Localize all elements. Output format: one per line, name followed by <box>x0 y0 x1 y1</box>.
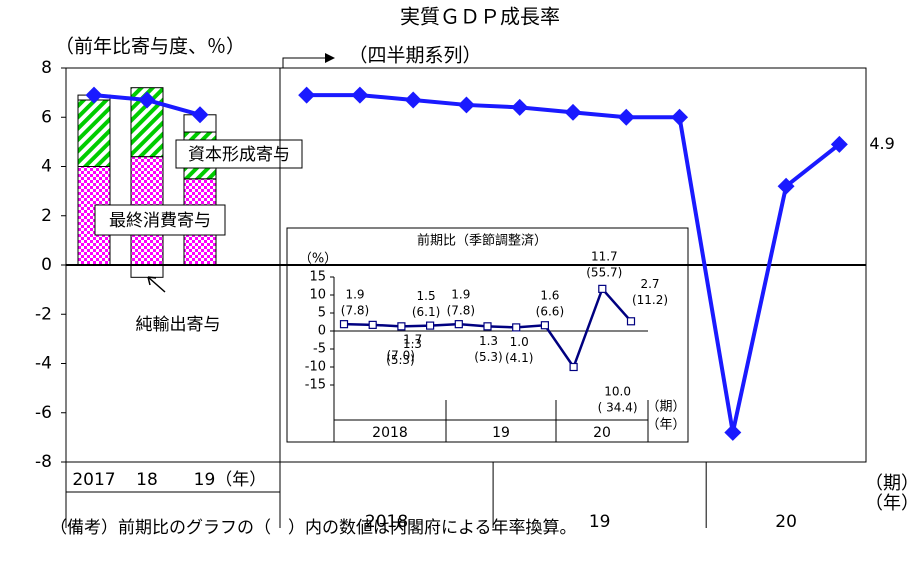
marker <box>457 96 475 114</box>
marker <box>298 86 316 104</box>
marker <box>671 108 689 126</box>
y-tick-label: 6 <box>41 107 52 127</box>
marker <box>512 323 521 332</box>
x-group-label: 2018 <box>365 512 408 532</box>
bar-segment <box>77 99 111 167</box>
x-unit-label: （期） <box>646 400 685 415</box>
marker <box>830 135 848 153</box>
annualized-label: (5.3) <box>386 353 414 367</box>
x-tick-label: 18 <box>136 470 158 490</box>
x-unit-label: （年） <box>865 493 919 514</box>
marker <box>426 321 435 330</box>
y-tick-label: -2 <box>35 304 52 324</box>
annualized-label: (4.1) <box>505 351 533 365</box>
y-tick-label: -6 <box>35 403 52 423</box>
data-label: 2.7 <box>640 277 659 291</box>
x-unit-label: （期） <box>865 473 919 494</box>
data-label: 1.9 <box>345 288 364 302</box>
y-tick-label: 8 <box>41 58 52 78</box>
legend-label: 資本形成寄与 <box>188 145 290 165</box>
x-group-label: 20 <box>775 512 797 532</box>
marker <box>454 320 463 329</box>
y-axis-label: （前年比寄与度、％） <box>55 36 245 58</box>
y-tick-label: 0 <box>41 255 52 275</box>
marker <box>724 423 742 441</box>
annualized-label: (55.7) <box>586 265 622 279</box>
marker <box>511 98 529 116</box>
marker <box>483 322 492 331</box>
marker <box>138 91 156 109</box>
x-group-label: 20 <box>593 425 611 441</box>
y-tick-label: 10 <box>309 288 326 303</box>
y-tick-label: 0 <box>318 324 326 339</box>
legend-box <box>175 139 303 169</box>
marker <box>404 91 422 109</box>
arrow <box>147 276 166 293</box>
x-group-label: 19 <box>589 512 611 532</box>
data-label: 1.3 <box>479 334 498 348</box>
x-group-label: 2018 <box>372 425 408 441</box>
section-label: （四半期系列） <box>348 45 481 67</box>
data-label: 11.7 <box>591 249 618 263</box>
marker <box>569 362 578 372</box>
chart-title: 実質ＧＤＰ成長率 <box>400 5 560 29</box>
x-group-label: 19 <box>492 425 510 441</box>
data-label: 1.6 <box>540 289 559 303</box>
marker <box>351 86 369 104</box>
x-tick-label: 19（年） <box>194 470 267 490</box>
legend-label: 純輸出寄与 <box>136 315 221 335</box>
inset-title: 前期比（季節調整済） <box>417 233 547 249</box>
data-label: 10.0 <box>604 385 631 399</box>
inset-y-label: （%） <box>299 252 337 267</box>
y-tick-label: 5 <box>318 306 326 321</box>
legend-box <box>94 204 226 236</box>
y-tick-label: 4 <box>41 157 52 177</box>
data-label: 4.9 <box>869 134 894 153</box>
note: （備考）前期比のグラフの（ ）内の数値は内閣府による年率換算。 <box>50 518 577 538</box>
y-tick-label: 2 <box>41 206 52 226</box>
data-label: 1.9 <box>451 288 470 302</box>
marker <box>598 284 607 293</box>
marker <box>617 108 635 126</box>
annualized-label: (7.8) <box>447 304 475 318</box>
marker <box>564 103 582 121</box>
data-label: 1.7 <box>403 332 422 346</box>
data-label: 1.5 <box>417 289 436 303</box>
arrow-head <box>325 53 335 63</box>
x-tick-label: 2017 <box>72 470 115 490</box>
x-unit-label: （年） <box>646 418 685 433</box>
annualized-label: (6.1) <box>412 305 440 319</box>
y-tick-label: -8 <box>35 452 52 472</box>
annualized-label: (7.0) <box>386 348 414 362</box>
legend-label: 最終消費寄与 <box>109 211 211 231</box>
arrow <box>282 57 325 68</box>
y-tick-label: 15 <box>309 270 326 285</box>
annualized-label: (11.2) <box>632 293 668 307</box>
annualized-label: (7.8) <box>341 304 369 318</box>
annualized-label: (5.3) <box>474 350 502 364</box>
y-tick-label: -4 <box>35 354 52 374</box>
y-tick-label: -10 <box>305 360 326 375</box>
marker <box>777 177 795 195</box>
data-label: 1.3 <box>403 337 422 351</box>
annualized-label: ( 34.4) <box>598 401 638 415</box>
inset-frame <box>286 227 689 443</box>
data-label: 1.0 <box>510 335 529 349</box>
marker <box>540 321 550 330</box>
bar-segment <box>130 264 164 278</box>
marker <box>368 320 377 329</box>
marker <box>626 317 636 326</box>
marker <box>85 86 103 104</box>
marker <box>339 320 349 329</box>
y-tick-label: -5 <box>313 342 326 357</box>
y-tick-label: -15 <box>305 378 326 393</box>
annualized-label: (6.6) <box>536 305 564 319</box>
marker <box>191 106 209 124</box>
marker <box>397 322 406 331</box>
